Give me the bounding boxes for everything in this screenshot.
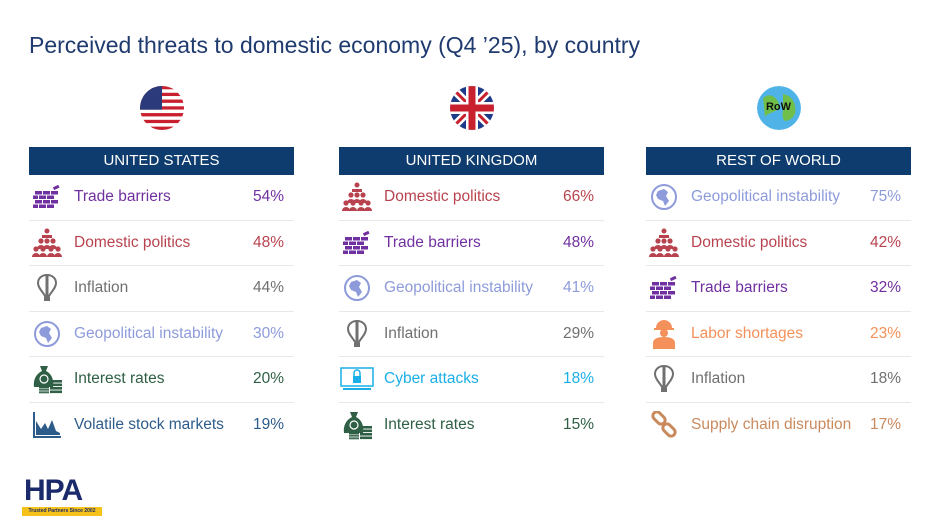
- threat-percent: 29%: [562, 324, 594, 342]
- threat-row: Interest rates 20%: [29, 357, 294, 403]
- threat-percent: 19%: [252, 416, 284, 434]
- threat-percent: 18%: [562, 370, 594, 388]
- threat-row: Inflation 29%: [339, 312, 604, 357]
- threat-row: Inflation 18%: [646, 357, 911, 403]
- threat-label: Volatile stock markets: [74, 416, 224, 434]
- threat-row: Geopolitical instability 41%: [339, 266, 604, 312]
- threat-label: Domestic politics: [691, 233, 808, 251]
- hpa-logo: HPA Trusted Partners Since 2002: [22, 476, 102, 516]
- cyber-lock-icon: [339, 363, 375, 395]
- threat-percent: 32%: [869, 279, 901, 297]
- chain-icon: [646, 409, 682, 441]
- us-flag-icon: [139, 86, 184, 130]
- threat-label: Inflation: [691, 370, 746, 388]
- threat-percent: 23%: [869, 324, 901, 342]
- threat-percent: 18%: [869, 370, 901, 388]
- threat-percent: 48%: [252, 233, 284, 251]
- stock-chart-icon: [29, 409, 65, 441]
- row-globe-icon: RoW: [756, 86, 801, 130]
- logo-name: HPA: [24, 474, 83, 507]
- uk-flag-icon: [449, 86, 494, 130]
- threat-percent: 48%: [562, 233, 594, 251]
- globe-icon: [339, 272, 375, 304]
- page-title: Perceived threats to domestic economy (Q…: [29, 32, 641, 58]
- threat-label: Trade barriers: [74, 188, 171, 206]
- threat-label: Geopolitical instability: [691, 188, 841, 206]
- wall-icon: [339, 227, 375, 259]
- column-us: UNITED STATES Trade barriers 54% Domesti…: [29, 86, 294, 448]
- threat-row: Inflation 44%: [29, 266, 294, 312]
- threat-label: Domestic politics: [384, 188, 501, 206]
- threat-label: Labor shortages: [691, 324, 804, 342]
- threat-row: Trade barriers 54%: [29, 175, 294, 221]
- column-header: UNITED STATES: [29, 147, 294, 175]
- threat-percent: 15%: [562, 416, 594, 434]
- column-header: UNITED KINGDOM: [339, 147, 604, 175]
- threat-label: Supply chain disruption: [691, 416, 852, 434]
- threat-label: Geopolitical instability: [384, 279, 534, 297]
- balloon-icon: [339, 318, 375, 350]
- threat-row: Trade barriers 48%: [339, 221, 604, 266]
- threat-label: Cyber attacks: [384, 370, 479, 388]
- threat-percent: 20%: [252, 370, 284, 388]
- threat-label: Inflation: [384, 324, 439, 342]
- threat-label: Trade barriers: [384, 233, 481, 251]
- threat-row: Trade barriers 32%: [646, 266, 911, 312]
- threat-row: Volatile stock markets 19%: [29, 403, 294, 449]
- threat-percent: 42%: [869, 233, 901, 251]
- threat-row: Domestic politics 48%: [29, 221, 294, 266]
- money-bag-icon: [29, 363, 65, 395]
- globe-icon: [29, 318, 65, 350]
- worker-icon: [646, 318, 682, 350]
- threat-row: Domestic politics 66%: [339, 175, 604, 221]
- threat-label: Trade barriers: [691, 279, 788, 297]
- money-bag-icon: [339, 409, 375, 441]
- threat-label: Inflation: [74, 279, 129, 297]
- threat-row: Supply chain disruption 17%: [646, 403, 911, 449]
- globe-icon: [646, 181, 682, 213]
- threat-percent: 75%: [869, 188, 901, 206]
- threat-row: Domestic politics 42%: [646, 221, 911, 266]
- threat-percent: 41%: [562, 279, 594, 297]
- threat-row: Geopolitical instability 75%: [646, 175, 911, 221]
- crowd-icon: [339, 181, 375, 213]
- row-globe-label: RoW: [765, 101, 792, 113]
- column-header: REST OF WORLD: [646, 147, 911, 175]
- threat-percent: 54%: [252, 188, 284, 206]
- crowd-icon: [29, 227, 65, 259]
- threat-label: Domestic politics: [74, 233, 191, 251]
- logo-tagline: Trusted Partners Since 2002: [22, 507, 102, 516]
- threat-percent: 17%: [869, 416, 901, 434]
- threat-percent: 30%: [252, 324, 284, 342]
- threat-label: Interest rates: [74, 370, 165, 388]
- balloon-icon: [29, 272, 65, 304]
- threat-label: Geopolitical instability: [74, 324, 224, 342]
- threat-percent: 44%: [252, 279, 284, 297]
- crowd-icon: [646, 227, 682, 259]
- column-uk: UNITED KINGDOM Domestic politics 66% Tra…: [339, 86, 604, 448]
- wall-icon: [646, 272, 682, 304]
- threat-row: Interest rates 15%: [339, 403, 604, 449]
- threat-row: Labor shortages 23%: [646, 312, 911, 357]
- threat-row: Geopolitical instability 30%: [29, 312, 294, 357]
- wall-icon: [29, 181, 65, 213]
- threat-percent: 66%: [562, 188, 594, 206]
- column-row: RoW REST OF WORLD Geopolitical instabili…: [646, 86, 911, 448]
- threat-row: Cyber attacks 18%: [339, 357, 604, 403]
- threat-label: Interest rates: [384, 416, 475, 434]
- balloon-icon: [646, 363, 682, 395]
